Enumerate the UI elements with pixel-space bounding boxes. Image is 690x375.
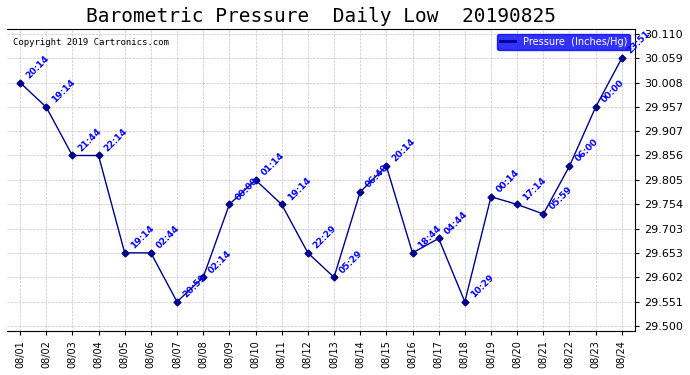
Text: 01:14: 01:14: [259, 151, 286, 177]
Pressure  (Inches/Hg): [591, 105, 600, 109]
Pressure  (Inches/Hg): [435, 236, 443, 241]
Text: 00:14: 00:14: [495, 168, 522, 194]
Text: 20:59: 20:59: [181, 273, 208, 299]
Text: 17:14: 17:14: [521, 175, 548, 202]
Pressure  (Inches/Hg): [513, 202, 522, 207]
Text: 18:44: 18:44: [417, 224, 443, 251]
Text: 22:14: 22:14: [102, 126, 129, 153]
Text: 00:00: 00:00: [600, 78, 626, 105]
Pressure  (Inches/Hg): [16, 80, 24, 85]
Pressure  (Inches/Hg): [461, 300, 469, 304]
Pressure  (Inches/Hg): [277, 202, 286, 207]
Legend: Pressure  (Inches/Hg): Pressure (Inches/Hg): [497, 34, 630, 50]
Pressure  (Inches/Hg): [173, 300, 181, 304]
Pressure  (Inches/Hg): [251, 178, 259, 182]
Text: 06:40: 06:40: [364, 163, 391, 189]
Text: 02:44: 02:44: [155, 224, 181, 251]
Text: 19:14: 19:14: [50, 78, 77, 105]
Pressure  (Inches/Hg): [408, 251, 417, 255]
Pressure  (Inches/Hg): [121, 251, 129, 255]
Text: 22:29: 22:29: [312, 224, 339, 251]
Text: Copyright 2019 Cartronics.com: Copyright 2019 Cartronics.com: [13, 38, 169, 47]
Pressure  (Inches/Hg): [42, 105, 50, 109]
Pressure  (Inches/Hg): [618, 56, 626, 60]
Text: 20:14: 20:14: [24, 54, 50, 80]
Pressure  (Inches/Hg): [539, 212, 547, 216]
Text: 04:44: 04:44: [442, 209, 469, 236]
Pressure  (Inches/Hg): [487, 195, 495, 199]
Text: 10:29: 10:29: [469, 273, 495, 299]
Text: 19:14: 19:14: [286, 175, 313, 202]
Pressure  (Inches/Hg): [304, 251, 312, 255]
Text: 20:14: 20:14: [391, 137, 417, 164]
Pressure  (Inches/Hg): [356, 190, 364, 194]
Text: 00:00: 00:00: [233, 176, 259, 202]
Text: 06:00: 06:00: [573, 137, 600, 164]
Pressure  (Inches/Hg): [225, 202, 233, 207]
Pressure  (Inches/Hg): [199, 275, 207, 280]
Text: 05:59: 05:59: [547, 185, 574, 211]
Line: Pressure  (Inches/Hg): Pressure (Inches/Hg): [18, 56, 624, 304]
Pressure  (Inches/Hg): [147, 251, 155, 255]
Pressure  (Inches/Hg): [95, 153, 103, 158]
Pressure  (Inches/Hg): [330, 275, 338, 280]
Text: 21:44: 21:44: [77, 126, 103, 153]
Pressure  (Inches/Hg): [68, 153, 77, 158]
Pressure  (Inches/Hg): [382, 164, 391, 168]
Pressure  (Inches/Hg): [565, 164, 573, 168]
Text: 02:14: 02:14: [207, 248, 234, 275]
Text: 05:29: 05:29: [338, 248, 364, 275]
Text: 23:51: 23:51: [626, 29, 652, 56]
Title: Barometric Pressure  Daily Low  20190825: Barometric Pressure Daily Low 20190825: [86, 7, 556, 26]
Text: 19:14: 19:14: [128, 224, 155, 251]
